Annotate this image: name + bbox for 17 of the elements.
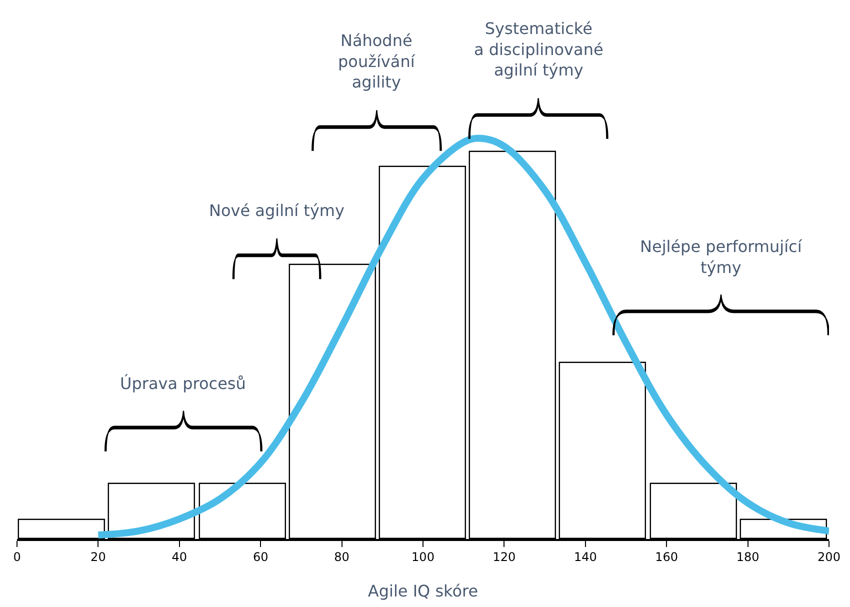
x-tick-label: 180 [736,550,760,564]
text: Systematické a disciplinované agilní týmy [474,19,604,80]
x-tick-label: 100 [412,550,434,564]
text: Náhodné používání agility [338,31,416,92]
annotation: Nové agilní týmy [209,201,344,220]
x-tick-label: 140 [574,550,597,564]
x-tick-label: 80 [334,550,350,564]
x-tick-label: 160 [655,550,678,564]
x-tick-label: 120 [492,550,516,564]
x-tick-label: 40 [172,550,188,564]
x-tick-label: 20 [90,550,106,564]
x-tick-label: 0 [13,550,21,564]
x-axis-title: Agile IQ skóre [368,581,478,600]
x-tick-label: 60 [252,550,268,564]
annotation: Úprava procesů [120,374,246,393]
x-tick-label: 200 [818,550,840,564]
annotation: Nejlépe performující týmy [640,237,802,277]
